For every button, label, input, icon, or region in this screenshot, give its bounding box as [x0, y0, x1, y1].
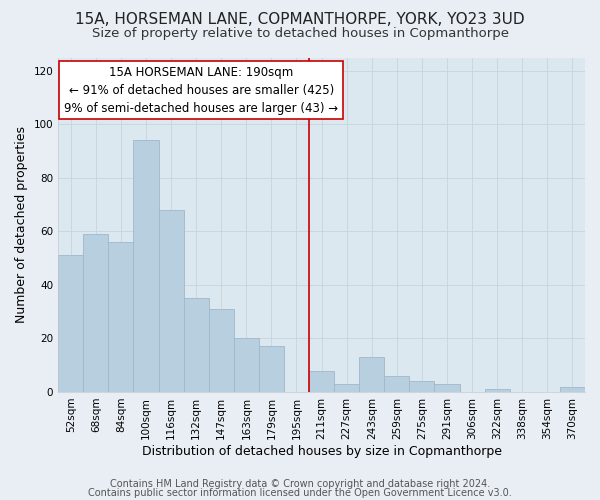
- X-axis label: Distribution of detached houses by size in Copmanthorpe: Distribution of detached houses by size …: [142, 444, 502, 458]
- Y-axis label: Number of detached properties: Number of detached properties: [15, 126, 28, 323]
- Text: Size of property relative to detached houses in Copmanthorpe: Size of property relative to detached ho…: [91, 28, 509, 40]
- Bar: [560, 386, 585, 392]
- Bar: [209, 309, 234, 392]
- Bar: [385, 376, 409, 392]
- Bar: [83, 234, 109, 392]
- Bar: [158, 210, 184, 392]
- Bar: [409, 382, 434, 392]
- Bar: [109, 242, 133, 392]
- Text: 15A HORSEMAN LANE: 190sqm
← 91% of detached houses are smaller (425)
9% of semi-: 15A HORSEMAN LANE: 190sqm ← 91% of detac…: [64, 66, 338, 114]
- Bar: [485, 390, 510, 392]
- Text: 15A, HORSEMAN LANE, COPMANTHORPE, YORK, YO23 3UD: 15A, HORSEMAN LANE, COPMANTHORPE, YORK, …: [75, 12, 525, 28]
- Text: Contains HM Land Registry data © Crown copyright and database right 2024.: Contains HM Land Registry data © Crown c…: [110, 479, 490, 489]
- Bar: [184, 298, 209, 392]
- Text: Contains public sector information licensed under the Open Government Licence v3: Contains public sector information licen…: [88, 488, 512, 498]
- Bar: [234, 338, 259, 392]
- Bar: [309, 370, 334, 392]
- Bar: [259, 346, 284, 392]
- Bar: [334, 384, 359, 392]
- Bar: [359, 357, 385, 392]
- Bar: [434, 384, 460, 392]
- Bar: [58, 256, 83, 392]
- Bar: [133, 140, 158, 392]
